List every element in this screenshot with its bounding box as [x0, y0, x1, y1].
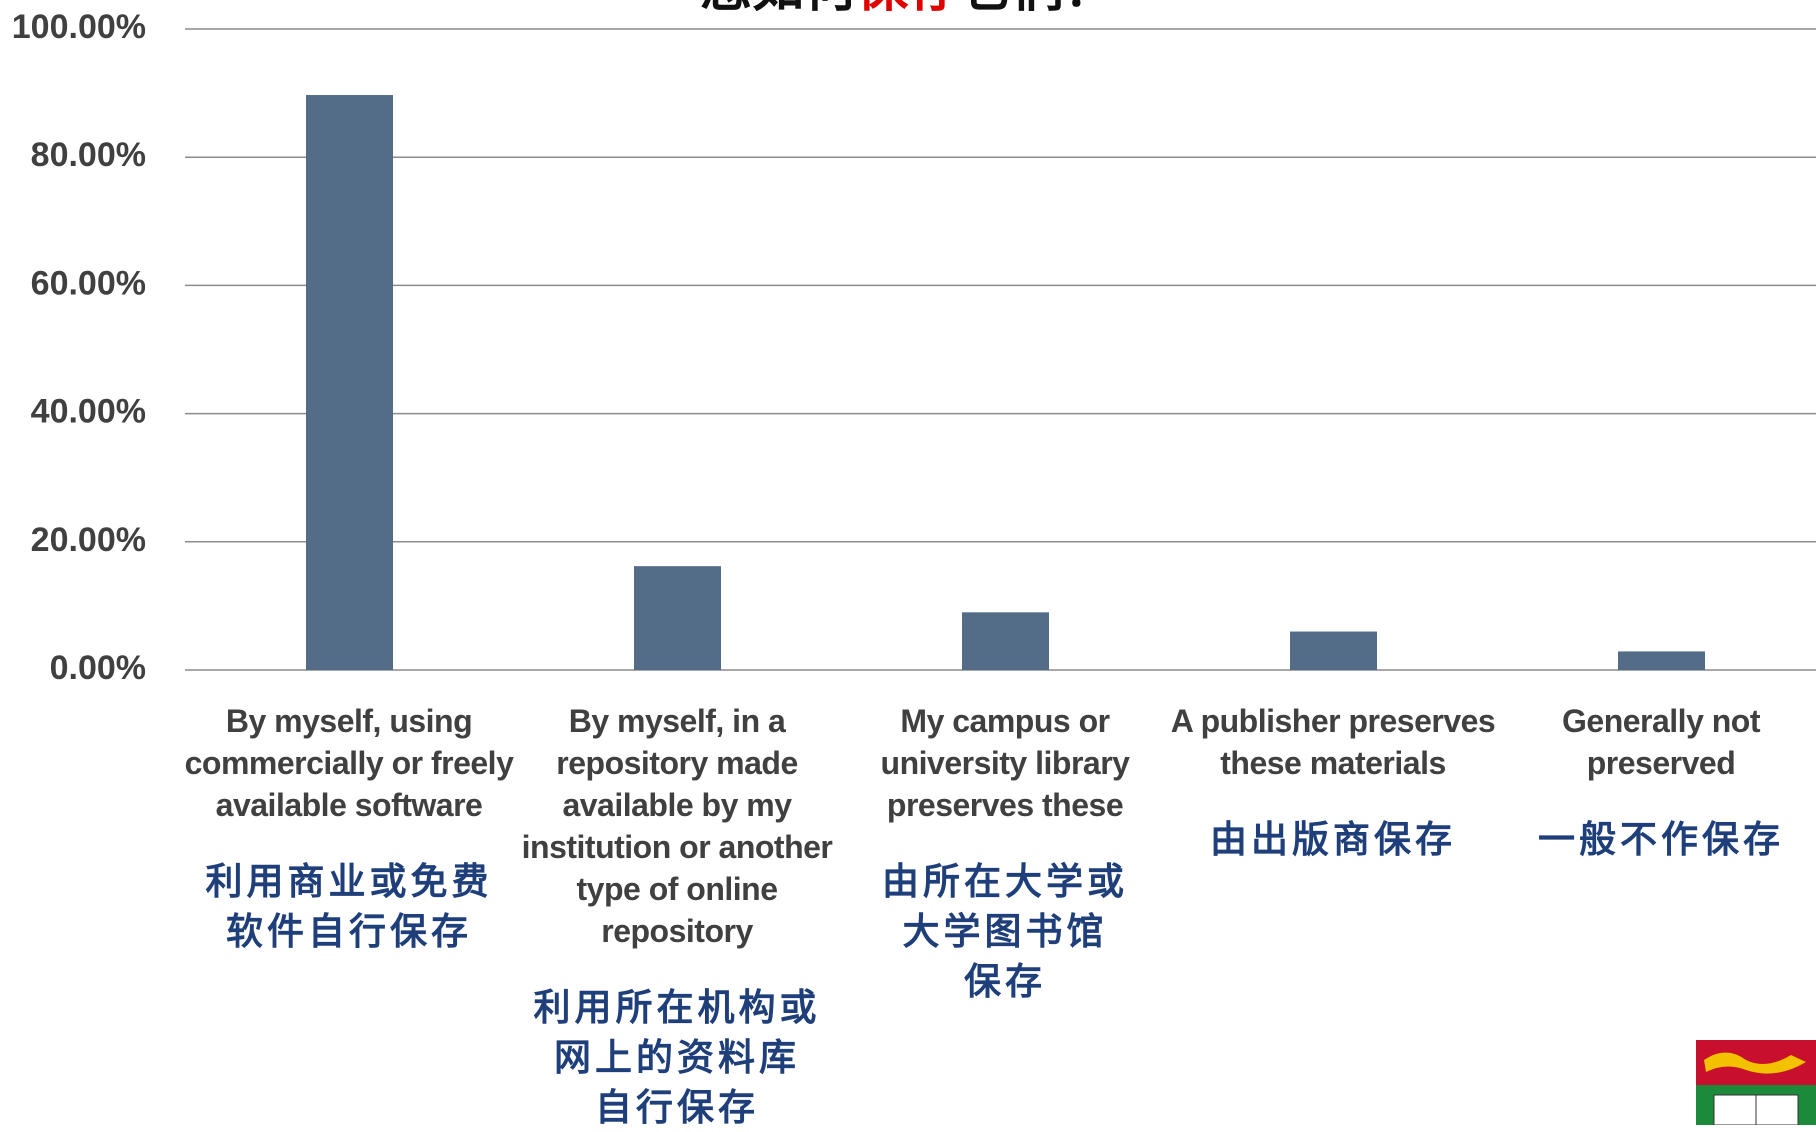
x-tick-label-zh-line: 保存: [964, 959, 1046, 1003]
x-tick-label-zh-line: 利用商业或免费: [205, 859, 493, 903]
x-tick-label-zh-line: 大学图书馆: [902, 909, 1108, 953]
x-tick-label-zh-line: 由所在大学或: [882, 859, 1128, 903]
x-tick-label: By myself, in a repository made availabl…: [521, 703, 833, 949]
x-tick-label-group: A publisher preserves these materials 由出版…: [1168, 700, 1498, 864]
bar: [962, 612, 1049, 670]
x-tick-label: A publisher preserves these materials: [1170, 703, 1496, 781]
x-tick-label-zh: 由出版商保存: [1210, 814, 1456, 864]
x-tick-label-zh-line: 一般不作保存: [1538, 817, 1784, 861]
bar: [306, 95, 393, 670]
x-tick-label-group: Generally not preserved 一般不作保存: [1496, 700, 1816, 864]
x-tick-label-zh: 由所在大学或 大学图书馆保存: [882, 856, 1128, 1006]
logo-lion: [1704, 1052, 1806, 1074]
y-tick-label: 40.00%: [31, 393, 146, 431]
y-tick-label: 0.00%: [50, 649, 146, 687]
x-tick-label-zh-line: 由出版商保存: [1210, 817, 1456, 861]
bar: [634, 566, 721, 670]
title-part: 它们？: [960, 0, 1116, 18]
x-tick-label-group: By myself, using commercially or freely …: [184, 700, 514, 956]
x-tick-label-zh: 利用商业或免费 软件自行保存: [206, 856, 493, 956]
x-tick-label-group: By myself, in a repository made availabl…: [512, 700, 842, 1132]
x-tick-label-zh-line: 网上的资料库: [554, 1035, 800, 1079]
y-tick-label: 20.00%: [31, 521, 146, 559]
x-tick-label: Generally not preserved: [1562, 703, 1761, 781]
x-tick-label-zh-line: 利用所在机构或: [533, 985, 821, 1029]
x-tick-label: By myself, using commercially or freely …: [184, 703, 514, 823]
x-tick-label-zh: 一般不作保存: [1538, 814, 1784, 864]
x-tick-label-zh-line: 软件自行保存: [226, 909, 472, 953]
bar: [1618, 651, 1705, 670]
title-part: 您如何: [700, 0, 856, 18]
logo: [1696, 1040, 1816, 1125]
y-tick-label: 80.00%: [31, 136, 146, 174]
title-part: 保存: [856, 0, 960, 18]
bar: [1290, 631, 1377, 670]
y-tick-label: 60.00%: [31, 264, 146, 302]
x-tick-label: My campus or university library preserve…: [880, 703, 1130, 823]
y-tick-label: 100.00%: [12, 8, 146, 46]
x-tick-label-zh-line: 自行保存: [595, 1085, 759, 1129]
x-tick-label-group: My campus or university library preserve…: [840, 700, 1170, 1006]
chart-title: 您如何保存它们？: [700, 0, 1116, 18]
x-tick-label-zh: 利用所在机构或 网上的资料库 自行保存: [534, 982, 821, 1132]
